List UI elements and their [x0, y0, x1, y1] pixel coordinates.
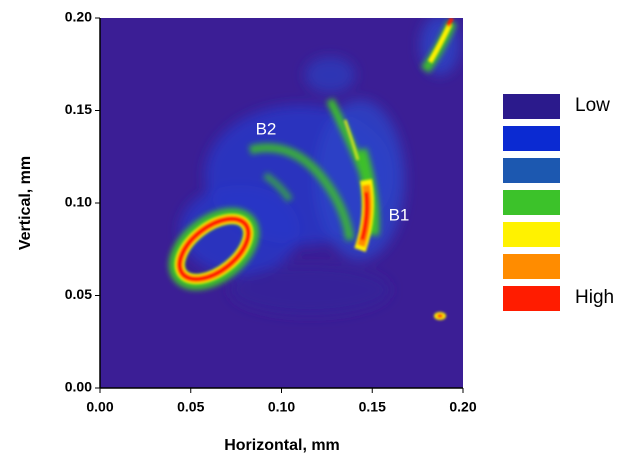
y-axis-title: Vertical, mm: [17, 156, 34, 250]
x-tick-label: 0.00: [86, 399, 113, 415]
annotation: B1: [389, 205, 410, 224]
legend-label: Low: [575, 95, 610, 116]
y-tick-label: 0.05: [65, 286, 92, 302]
y-tick-label: 0.00: [65, 379, 92, 395]
x-tick-label: 0.10: [268, 399, 295, 415]
legend-swatch: [503, 94, 560, 119]
annotation: B2: [256, 119, 277, 138]
y-tick-label: 0.20: [65, 9, 92, 25]
legend-swatch: [503, 222, 560, 247]
y-tick-label: 0.10: [65, 194, 92, 210]
x-tick-label: 0.15: [359, 399, 386, 415]
legend-swatch: [503, 286, 560, 311]
legend-label: High: [575, 287, 614, 308]
legend-swatch: [503, 158, 560, 183]
x-tick-label: 0.20: [449, 399, 476, 415]
legend-swatch: [503, 190, 560, 215]
x-tick-label: 0.05: [177, 399, 204, 415]
x-axis-title: Horizontal, mm: [224, 437, 340, 454]
legend-swatch: [503, 126, 560, 151]
y-tick-label: 0.15: [65, 101, 92, 117]
legend-swatch: [503, 254, 560, 279]
heatmap: B2 B1: [100, 18, 463, 388]
